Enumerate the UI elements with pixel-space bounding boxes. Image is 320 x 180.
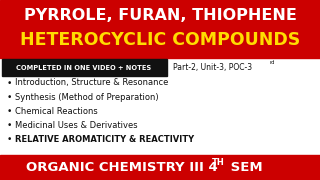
Text: •: •: [7, 107, 12, 116]
Text: Chemical Reactions: Chemical Reactions: [15, 107, 98, 116]
Text: •: •: [7, 78, 12, 87]
Text: SEM: SEM: [226, 161, 263, 174]
Text: COMPLETED IN ONE VIDEO + NOTES: COMPLETED IN ONE VIDEO + NOTES: [16, 64, 152, 71]
Text: ORGANIC CHEMISTRY III 4: ORGANIC CHEMISTRY III 4: [26, 161, 218, 174]
Text: •: •: [7, 93, 12, 102]
Text: rd: rd: [269, 60, 275, 66]
Text: Introduction, Structure & Resonance: Introduction, Structure & Resonance: [15, 78, 168, 87]
Text: •: •: [7, 134, 12, 143]
Bar: [0, 155, 320, 180]
Text: HETEROCYCLIC COMPOUNDS: HETEROCYCLIC COMPOUNDS: [20, 31, 300, 49]
Text: TH: TH: [212, 158, 225, 167]
Text: Synthesis (Method of Preparation): Synthesis (Method of Preparation): [15, 93, 159, 102]
Text: Medicinal Uses & Derivatives: Medicinal Uses & Derivatives: [15, 120, 138, 129]
Text: PYRROLE, FURAN, THIOPHENE: PYRROLE, FURAN, THIOPHENE: [24, 8, 296, 24]
Bar: [0, 0, 320, 58]
Text: RELATIVE AROMATICITY & REACTIVITY: RELATIVE AROMATICITY & REACTIVITY: [15, 134, 194, 143]
Text: Part-2, Unit-3, POC-3: Part-2, Unit-3, POC-3: [173, 63, 252, 72]
Bar: [2, 59, 167, 76]
Text: •: •: [7, 120, 12, 129]
